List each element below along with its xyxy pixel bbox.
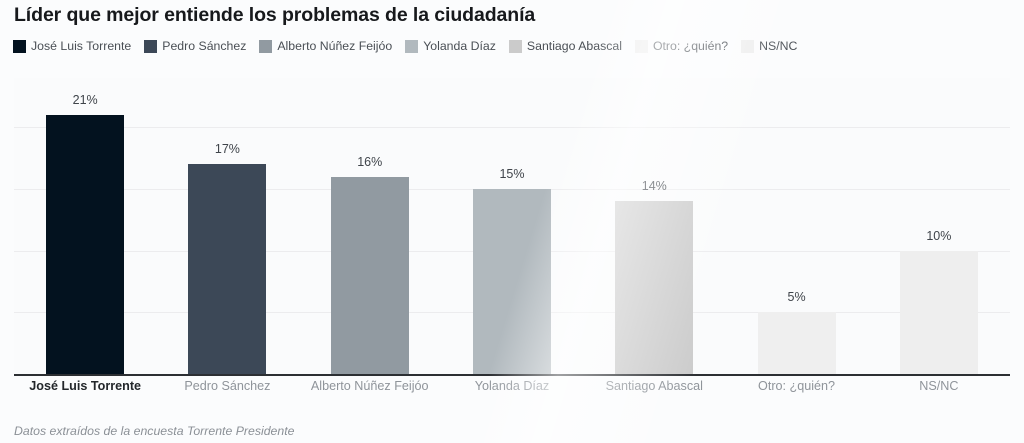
- legend-item-label: Yolanda Díaz: [423, 39, 496, 53]
- bar-value-label: 5%: [787, 290, 806, 305]
- legend-item[interactable]: Otro: ¿quién?: [634, 39, 729, 53]
- chart-footnote: Datos extraídos de la encuesta Torrente …: [14, 424, 295, 438]
- bar-value-label: 21%: [72, 93, 98, 107]
- x-axis-labels: José Luis Torrente Pedro Sánchez Alberto N…: [14, 379, 1010, 403]
- legend-item[interactable]: José Luis Torrente: [13, 40, 131, 53]
- legend-swatch-icon: [144, 40, 158, 53]
- legend-item[interactable]: Pedro Sánchez: [144, 40, 246, 53]
- bar[interactable]: [330, 176, 409, 374]
- bar[interactable]: [46, 115, 125, 374]
- bar-value-label: 16%: [357, 154, 383, 169]
- bar[interactable]: [899, 250, 978, 374]
- legend-item-label: Otro: ¿quién?: [652, 39, 729, 53]
- legend-swatch-icon: [508, 40, 522, 53]
- x-axis-baseline: [14, 374, 1010, 376]
- bar[interactable]: [615, 201, 694, 374]
- bar-value-label: 10%: [926, 228, 952, 243]
- legend-swatch-icon: [259, 40, 273, 53]
- bar-value-label: 15%: [499, 167, 525, 181]
- legend-item[interactable]: Alberto Núñez Feijóo: [259, 40, 392, 53]
- chart-legend: José Luis Torrente Pedro Sánchez Alberto N…: [13, 40, 810, 53]
- legend-item-label: Santiago Abascal: [526, 39, 622, 53]
- x-axis-tick-label: NS/NC: [919, 379, 959, 393]
- bar[interactable]: [188, 164, 267, 374]
- bar-value-label: 14%: [641, 179, 667, 194]
- legend-item[interactable]: NS/NC: [741, 40, 797, 53]
- bar[interactable]: [473, 189, 551, 374]
- legend-swatch-icon: [13, 40, 26, 53]
- bars-layer: 21% 17% 16% 15% 14% 5% 10%: [14, 78, 1010, 375]
- bar-value-label: 17%: [214, 142, 240, 157]
- legend-item[interactable]: Santiago Abascal: [508, 39, 622, 53]
- legend-swatch-icon: [741, 40, 755, 53]
- legend-item-label: NS/NC: [759, 39, 798, 53]
- legend-swatch-icon: [405, 40, 419, 53]
- legend-item-label: Pedro Sánchez: [162, 39, 247, 53]
- chart-title: Líder que mejor entiende los problemas d…: [14, 4, 536, 26]
- legend-item[interactable]: Yolanda Díaz: [405, 40, 496, 53]
- legend-item-label: Alberto Núñez Feijóo: [277, 39, 393, 53]
- legend-swatch-icon: [634, 40, 648, 53]
- legend-item-label: José Luis Torrente: [31, 39, 132, 53]
- bar[interactable]: [757, 312, 836, 374]
- plot-area: 21% 17% 16% 15% 14% 5% 10%: [14, 78, 1010, 376]
